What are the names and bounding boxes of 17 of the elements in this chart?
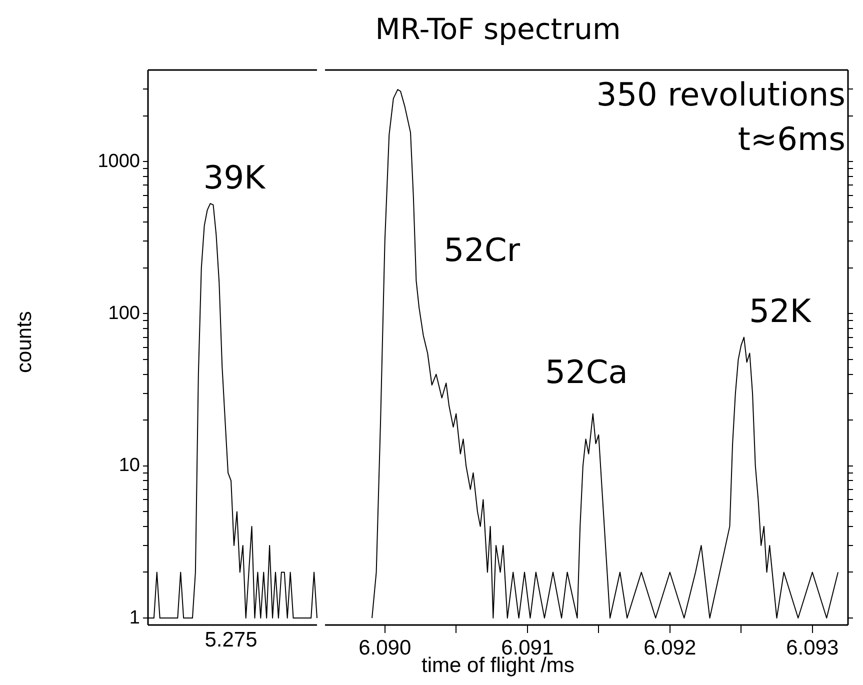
annotation: t≈6ms — [738, 120, 846, 158]
x-axis-title: time of flight /ms — [422, 654, 574, 677]
annotation: 52Cr — [444, 230, 521, 269]
chart-title: MR-ToF spectrum — [374, 12, 622, 46]
x-tick-label: 6.092 — [644, 636, 696, 660]
annotation: 39K — [203, 158, 266, 197]
y-tick-label: 10 — [118, 455, 140, 476]
annotation: 350 revolutions — [596, 75, 846, 114]
y-tick-label: 1 — [129, 607, 140, 628]
y-tick-label: 1000 — [98, 150, 140, 172]
x-tick-label: 6.090 — [358, 636, 412, 660]
x-tick-label: 6.093 — [786, 636, 839, 660]
y-tick-label: 100 — [108, 302, 140, 324]
y-axis-title: counts — [12, 311, 37, 373]
annotation: 52K — [749, 292, 812, 330]
annotation: 52Ca — [545, 352, 628, 391]
x-tick-label: 5.275 — [204, 628, 258, 652]
